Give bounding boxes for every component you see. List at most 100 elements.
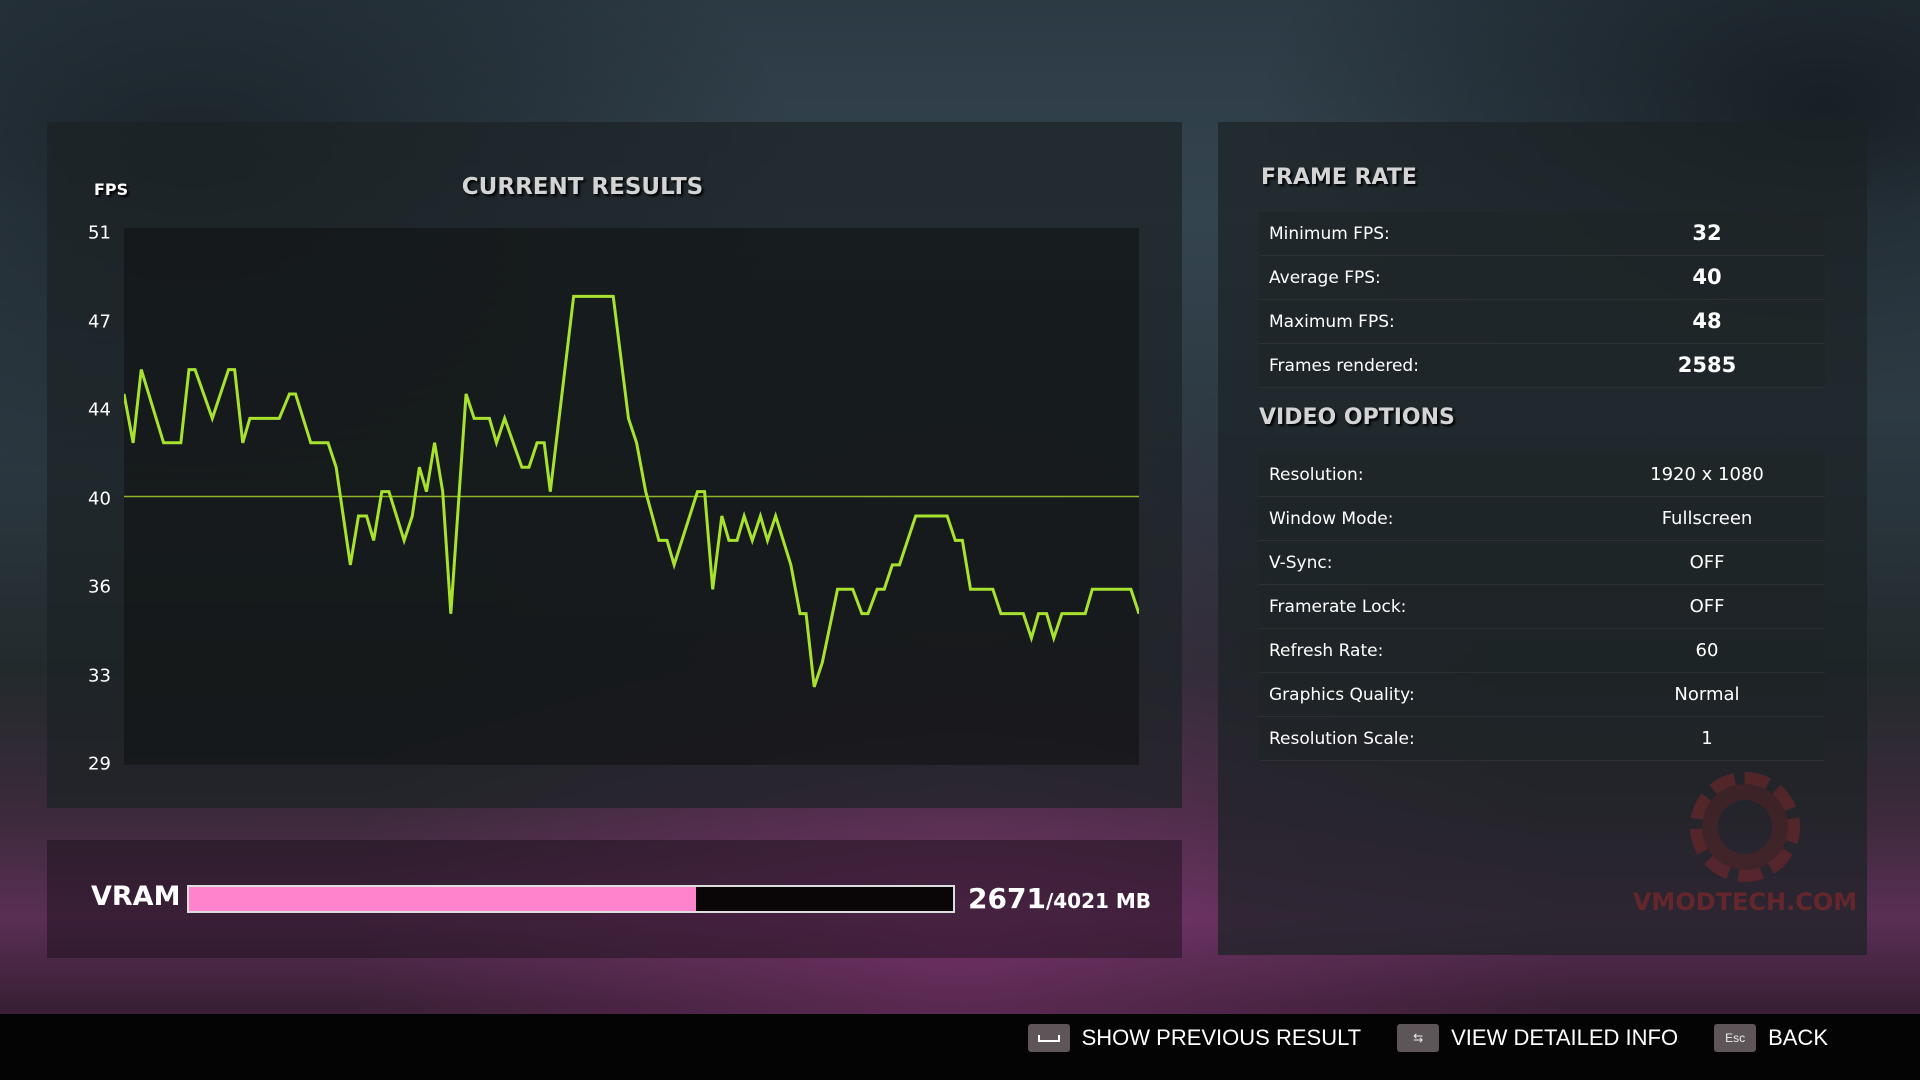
stat-row: Refresh Rate: 60 <box>1259 629 1825 673</box>
watermark-logo-icon <box>1690 772 1800 882</box>
stat-label: Average FPS: <box>1269 268 1381 288</box>
fps-data-point <box>381 491 383 493</box>
fps-data-point <box>805 613 807 615</box>
show-previous-result-label: SHOW PREVIOUS RESULT <box>1081 1025 1362 1050</box>
fps-data-point <box>450 613 452 615</box>
fps-data-point <box>1030 637 1032 639</box>
fps-data-point <box>946 515 948 517</box>
fps-data-point <box>852 588 854 590</box>
fps-data-point <box>194 369 196 371</box>
fps-data-point <box>573 295 575 297</box>
esc-key-icon: Esc <box>1714 1024 1757 1052</box>
watermark-text: VMODTECH.COM <box>1632 888 1858 916</box>
fps-data-point <box>310 442 312 444</box>
fps-data-point <box>704 491 706 493</box>
fps-data-point <box>861 613 863 615</box>
fps-data-point <box>335 466 337 468</box>
stat-row: Framerate Lock: OFF <box>1259 585 1825 629</box>
y-tick-label: 47 <box>88 311 111 332</box>
fps-data-point <box>357 515 359 517</box>
y-tick-label: 40 <box>88 488 111 509</box>
fps-data-point <box>242 442 244 444</box>
fps-data-point <box>373 539 375 541</box>
fps-data-point <box>488 417 490 419</box>
fps-data-point <box>1022 613 1024 615</box>
fps-data-point <box>163 442 165 444</box>
stat-label: Frames rendered: <box>1269 356 1419 376</box>
fps-data-point <box>211 417 213 419</box>
stat-label: Refresh Rate: <box>1269 641 1384 661</box>
fps-data-point <box>124 393 125 395</box>
fps-data-point <box>536 442 538 444</box>
fps-data-point <box>813 686 815 688</box>
stat-row: Resolution Scale: 1 <box>1259 717 1825 761</box>
y-tick-label: 44 <box>88 399 111 421</box>
video-options-heading: VIDEO OPTIONS <box>1259 405 1455 430</box>
fps-data-point <box>295 393 297 395</box>
fps-data-point <box>775 515 777 517</box>
stat-value: 48 <box>1692 309 1722 333</box>
fps-data-point <box>1053 637 1055 639</box>
stat-value: 60 <box>1695 640 1719 661</box>
fps-data-point <box>388 491 390 493</box>
y-tick-label: 51 <box>88 222 111 244</box>
stat-label: Window Mode: <box>1269 509 1394 529</box>
fps-data-point <box>278 417 280 419</box>
fps-data-point <box>876 588 878 590</box>
fps-data-point <box>759 515 761 517</box>
fps-data-point <box>645 491 647 493</box>
fps-data-point <box>673 564 675 566</box>
fps-data-point <box>891 564 893 566</box>
y-tick-label: 33 <box>88 665 111 686</box>
fps-data-point <box>140 369 142 371</box>
show-previous-result-button[interactable]: SHOW PREVIOUS RESULT <box>1027 1024 1362 1052</box>
fps-data-point <box>627 417 629 419</box>
y-axis-label: FPS <box>94 180 129 199</box>
chart-title: CURRENT RESULTS <box>461 174 704 200</box>
fps-data-point <box>712 588 714 590</box>
fps-data-point <box>743 515 745 517</box>
fps-data-point <box>1061 613 1063 615</box>
vram-total: /4021 MB <box>1045 889 1152 913</box>
fps-data-point <box>434 442 436 444</box>
back-label: BACK <box>1768 1025 1828 1050</box>
fps-data-point <box>411 515 413 517</box>
fps-data-point <box>327 442 329 444</box>
fps-data-point <box>549 491 551 493</box>
stat-label: Maximum FPS: <box>1269 312 1395 332</box>
vram-usage-fill <box>189 887 697 911</box>
fps-data-point <box>961 539 963 541</box>
fps-data-point <box>349 564 351 566</box>
fps-data-point <box>728 539 730 541</box>
fps-data-point <box>366 515 368 517</box>
fps-chart-svg <box>124 294 1139 688</box>
fps-data-point <box>403 539 405 541</box>
fps-data-point <box>473 417 475 419</box>
vram-value: 2671/4021 MB <box>968 882 1151 915</box>
fps-data-point <box>696 491 698 493</box>
stat-label: Framerate Lock: <box>1269 597 1407 617</box>
fps-data-point <box>767 539 769 541</box>
fps-data-point <box>790 564 792 566</box>
stat-value: 2585 <box>1677 353 1737 377</box>
back-button[interactable]: Esc BACK <box>1714 1024 1828 1052</box>
fps-data-point <box>867 613 869 615</box>
fps-data-point <box>228 369 230 371</box>
stat-label: Minimum FPS: <box>1269 224 1390 244</box>
fps-data-point <box>234 369 236 371</box>
stat-value: 1 <box>1701 728 1713 749</box>
fps-data-point <box>442 491 444 493</box>
stat-row: Resolution: 1920 x 1080 <box>1259 453 1825 497</box>
frame-rate-heading: FRAME RATE <box>1261 165 1417 190</box>
fps-data-point <box>288 393 290 395</box>
fps-data-point <box>970 588 972 590</box>
fps-data-point <box>528 466 530 468</box>
fps-data-point <box>504 417 506 419</box>
fps-data-point <box>180 442 182 444</box>
view-detailed-info-button[interactable]: ⇆ VIEW DETAILED INFO <box>1397 1024 1678 1052</box>
fps-data-point <box>992 588 994 590</box>
fps-data-point <box>666 539 668 541</box>
fps-data-point <box>132 442 134 444</box>
stat-row: Graphics Quality: Normal <box>1259 673 1825 717</box>
fps-data-point <box>1091 588 1093 590</box>
